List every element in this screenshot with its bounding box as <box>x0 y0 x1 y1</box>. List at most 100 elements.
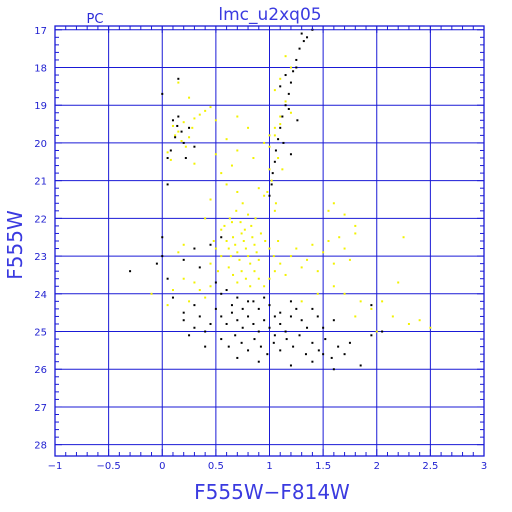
data-point <box>343 353 346 356</box>
y-tick-label: 28 <box>34 441 47 452</box>
data-point <box>327 240 330 242</box>
data-point <box>247 300 250 303</box>
data-point <box>277 138 280 141</box>
data-point <box>239 221 242 224</box>
y-tick-labels: 17 18 19 20 21 22 23 24 25 26 27 28 <box>34 26 47 452</box>
data-point <box>322 353 325 356</box>
data-point <box>171 124 174 127</box>
data-point <box>182 258 185 261</box>
data-point <box>169 149 172 152</box>
data-point <box>391 315 394 318</box>
data-point <box>227 247 230 250</box>
data-point <box>330 356 333 359</box>
data-point <box>284 100 287 103</box>
data-point <box>259 345 262 348</box>
data-point <box>155 262 158 265</box>
data-point <box>212 240 215 242</box>
data-point <box>252 322 255 325</box>
y-tick-label: 20 <box>34 139 47 150</box>
data-point <box>273 270 276 273</box>
data-point <box>277 240 280 242</box>
data-point <box>272 255 275 258</box>
data-point <box>273 89 276 92</box>
data-point <box>182 277 185 280</box>
data-point <box>253 270 256 273</box>
data-point <box>263 194 266 197</box>
data-point <box>182 141 185 144</box>
data-point <box>193 145 196 148</box>
data-point <box>311 360 314 363</box>
data-point <box>279 115 282 118</box>
data-point <box>289 66 292 69</box>
data-point <box>188 96 191 99</box>
data-point <box>166 304 169 307</box>
data-point <box>182 121 185 124</box>
y-tick-label: 23 <box>34 252 47 263</box>
data-point <box>316 270 319 273</box>
data-point <box>270 179 273 182</box>
data-point <box>292 70 295 73</box>
data-point <box>263 319 266 322</box>
data-point <box>300 266 303 269</box>
data-point <box>161 255 164 258</box>
data-point <box>300 32 303 35</box>
x-tick-label: 0 <box>159 461 165 472</box>
data-point <box>274 149 277 152</box>
data-point <box>184 157 187 160</box>
data-point <box>188 300 191 303</box>
data-point <box>171 119 174 122</box>
data-point <box>282 141 285 144</box>
data-point <box>277 157 280 160</box>
data-point <box>225 138 228 141</box>
data-point <box>418 319 421 322</box>
data-point <box>188 136 191 139</box>
data-point <box>253 243 256 246</box>
data-point <box>285 338 288 341</box>
data-point <box>279 126 282 129</box>
data-point <box>240 341 243 344</box>
x-tick-label: 1 <box>266 461 272 472</box>
data-point <box>375 330 378 333</box>
data-point <box>252 157 255 160</box>
data-point <box>300 319 303 322</box>
data-point <box>204 330 207 333</box>
data-point <box>220 255 223 258</box>
data-point <box>232 236 235 239</box>
data-point <box>370 307 373 310</box>
data-point <box>306 36 309 39</box>
data-point <box>230 311 233 314</box>
data-point <box>214 119 217 122</box>
data-point <box>161 92 164 95</box>
data-point <box>249 262 252 265</box>
y-tick-label: 17 <box>34 26 47 37</box>
data-point <box>236 356 239 359</box>
data-point <box>354 224 357 227</box>
x-tick-label: 3 <box>481 461 487 472</box>
data-point <box>284 104 287 107</box>
data-point <box>217 270 220 273</box>
data-point <box>220 292 223 295</box>
data-point <box>279 311 282 314</box>
y-tick-label: 26 <box>34 365 47 376</box>
data-point <box>230 304 233 307</box>
data-point <box>289 111 292 114</box>
data-point <box>306 258 309 261</box>
data-point <box>266 190 269 193</box>
data-point <box>236 251 239 254</box>
y-tick-label: 24 <box>34 290 47 301</box>
data-point <box>236 296 239 299</box>
data-point <box>332 202 335 205</box>
data-point <box>182 311 185 314</box>
data-point <box>204 296 207 299</box>
y-tick-label: 19 <box>34 101 47 112</box>
data-point <box>359 364 362 367</box>
data-point <box>180 130 183 133</box>
data-point <box>281 168 284 171</box>
y-tick-label: 22 <box>34 214 47 225</box>
data-point <box>300 300 303 303</box>
data-point <box>370 334 373 337</box>
data-point <box>292 345 295 348</box>
corner-label: PC <box>87 12 104 27</box>
x-tick-labels: −1 −0.5 0 0.5 1 1.5 2 2.5 3 <box>48 461 488 472</box>
grid <box>55 26 484 456</box>
